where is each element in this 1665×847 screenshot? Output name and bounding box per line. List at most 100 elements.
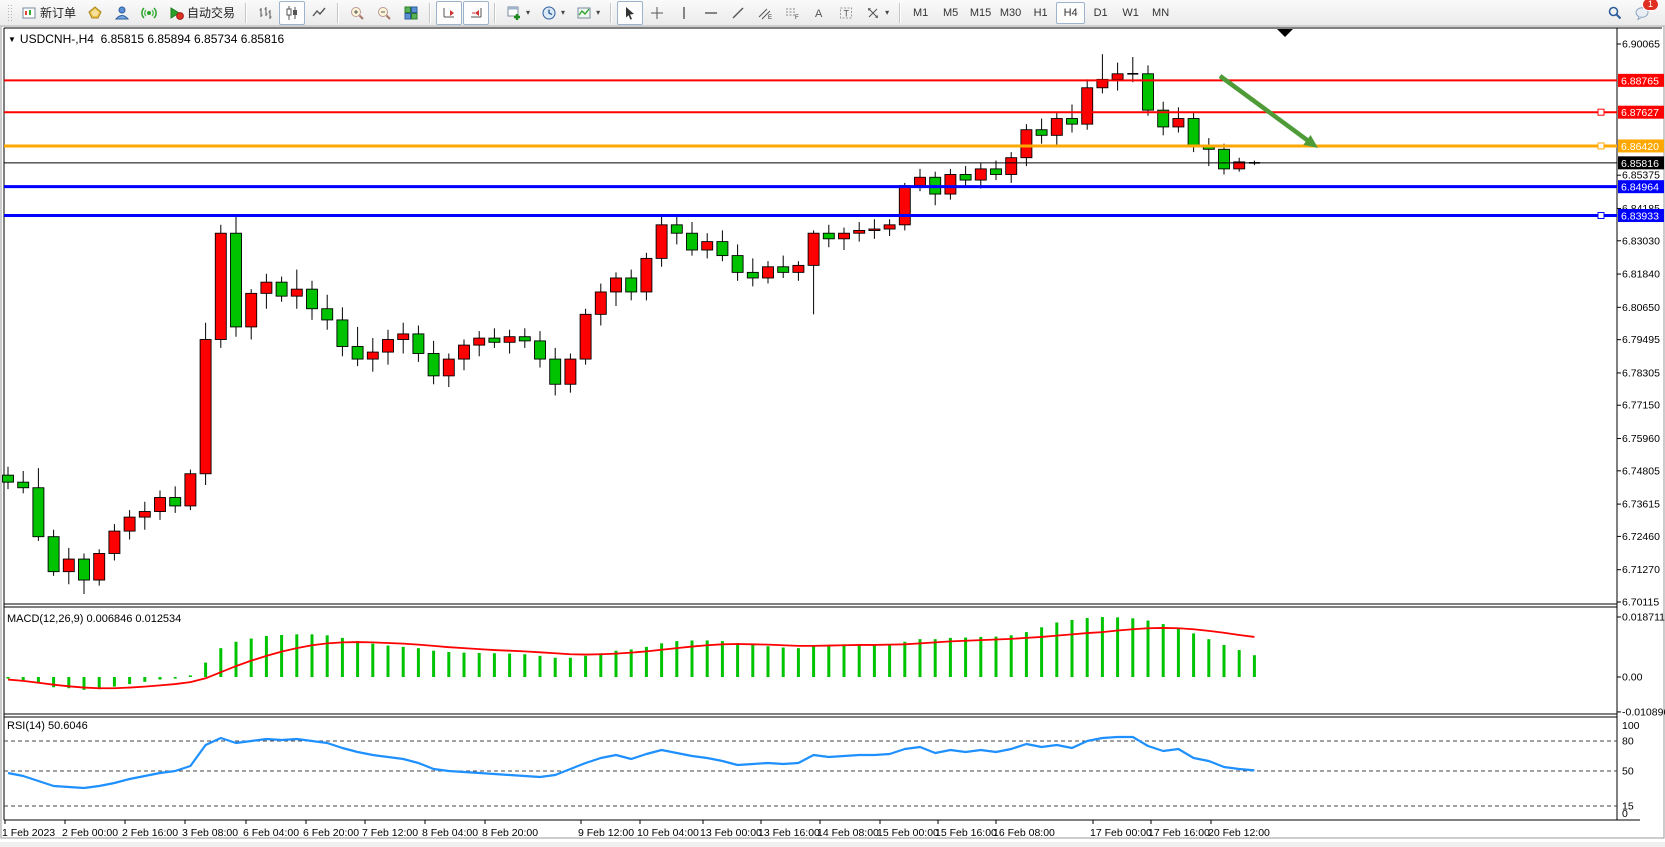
time-axis-label: 13 Feb 16:00 [758,827,820,839]
bull-candle [1172,118,1185,128]
line-handle[interactable] [1597,142,1605,150]
timeframe-m5-button[interactable]: M5 [942,6,959,19]
price-badge-label: 6.83933 [1621,211,1659,223]
vertical-line-icon [683,6,685,19]
timeframe-mn-button[interactable]: MN [1152,6,1170,19]
timeframe-h1-button[interactable]: H1 [1033,6,1048,19]
cursor-tool-button[interactable] [617,0,644,25]
search-button[interactable] [1602,1,1628,25]
timeframe-w1-button[interactable]: W1 [1122,6,1139,19]
candlestick-chart-button[interactable] [279,0,306,25]
price-badge-label: 6.85816 [1621,158,1659,170]
toolbar-separator [337,2,340,23]
accounts-button[interactable] [109,1,135,25]
time-axis-label: 2 Feb 16:00 [122,827,178,839]
bear-candle [169,497,182,507]
new-chart-button[interactable]: ▾ [501,1,535,25]
template-icon [577,7,591,18]
rsi-axis-label: 15 [1622,801,1634,813]
text-tool-button[interactable]: A [806,1,832,25]
bear-candle [1157,109,1170,128]
toolbar-separator [429,2,432,23]
timeframe-d1-button[interactable]: D1 [1093,6,1108,19]
bull-candle [1111,73,1124,80]
bear-candle [412,333,425,354]
horizontal-line-tool-button[interactable] [698,1,724,25]
chart-canvas[interactable]: 6.900656.853756.841856.830306.818406.806… [0,25,1665,842]
bar-chart-button[interactable] [252,1,278,25]
history-center-button[interactable] [82,1,108,25]
svg-text:T: T [844,8,850,18]
bull-candle [762,266,774,279]
chart-shift-marker[interactable] [1277,29,1293,37]
trendline-tool-button[interactable] [725,1,751,25]
periods-button[interactable]: ▾ [536,1,570,25]
arrows-tool-button[interactable]: ▾ [860,1,894,25]
channel-tool-button[interactable]: E [752,1,778,25]
bull-candle [397,333,410,340]
tile-windows-button[interactable] [398,1,424,25]
timeframe-m15-button[interactable]: M15 [969,6,992,19]
bull-candle [594,291,607,315]
bear-candle [731,255,744,273]
timeframe-m30-button[interactable]: M30 [999,6,1022,19]
auto-scroll-button[interactable] [436,0,463,25]
zoom-in-button[interactable] [344,1,370,25]
time-axis-label: 8 Feb 20:00 [482,827,538,839]
trend-arrow-head[interactable] [1303,134,1318,148]
bear-candle [686,232,698,251]
bull-candle [154,497,166,512]
line-chart-icon [312,7,326,16]
bear-candle [822,232,835,240]
bear-candle [716,241,729,257]
time-axis-label: 17 Feb 16:00 [1148,827,1210,839]
bull-candle [245,292,258,328]
rsi-axis-label: 80 [1622,736,1634,748]
time-axis-label: 7 Feb 12:00 [362,827,418,839]
chart-title: ▼ USDCNH-,H4 6.85815 6.85894 6.85734 6.85… [8,32,284,46]
time-axis-label: 17 Feb 00:00 [1090,827,1152,839]
bull-candle [199,339,212,475]
line-handle[interactable] [1597,212,1605,220]
chevron-down-icon[interactable]: ▼ [8,35,16,44]
bear-candle [32,487,45,538]
ohlc-values: 6.85815 6.85894 6.85734 6.85816 [100,32,285,46]
signals-button[interactable] [136,1,162,25]
vertical-line-tool-button[interactable] [671,1,697,25]
line-chart-button[interactable] [306,1,332,25]
timeframe-m1-button[interactable]: M1 [912,6,929,19]
macd-indicator-label: MACD(12,26,9) 0.006846 0.012534 [7,613,182,625]
timeframe-h4-button[interactable]: H4 [1056,1,1086,24]
price-badge [1618,180,1664,194]
bear-candle [959,174,972,181]
crosshair-tool-button[interactable] [644,1,670,25]
zoom-out-button[interactable] [371,1,397,25]
clock-icon [542,6,556,19]
line-handle[interactable] [1597,108,1605,116]
auto-trading-icon [170,6,184,20]
chevron-down-icon: ▾ [561,8,566,17]
bear-candle [306,288,318,310]
toolbar-separator [494,2,497,23]
trend-arrow-object[interactable] [1218,74,1313,146]
price-tick-label: 6.77150 [1622,400,1660,412]
chart-shift-button[interactable] [463,0,490,25]
bear-candle [230,232,242,328]
bear-candle [17,481,30,489]
notifications-button[interactable]: 1 [1629,0,1659,25]
bear-candle [1218,148,1230,170]
price-badge-label: 6.88765 [1621,75,1659,87]
new-order-button[interactable]: 新订单 [16,1,81,25]
window-border [0,25,1665,839]
bear-candle [990,168,1002,175]
toolbar-grip[interactable] [7,3,12,22]
bull-candle [792,264,805,273]
rsi-axis-label: 100 [1622,720,1640,732]
auto-trading-button[interactable]: 自动交易 [163,1,240,25]
search-icon [1608,6,1622,19]
bull-candle [184,473,197,507]
text-label-tool-button[interactable]: T [833,1,859,25]
price-tick-label: 6.71270 [1622,564,1660,576]
templates-button[interactable]: ▾ [571,1,605,25]
fibonacci-tool-button[interactable]: F [779,1,805,25]
